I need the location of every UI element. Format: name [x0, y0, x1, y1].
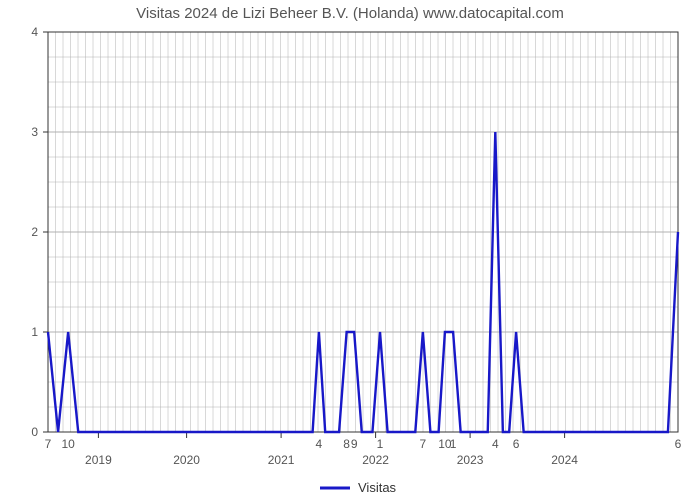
x-tick-label: 2020: [173, 453, 200, 467]
x-tick-label: 2023: [457, 453, 484, 467]
point-label: 9: [351, 437, 358, 451]
x-tick-label: 2022: [362, 453, 389, 467]
point-label: 1: [377, 437, 384, 451]
point-label: 6: [675, 437, 682, 451]
y-tick-label: 0: [31, 425, 38, 439]
x-tick-label: 2021: [268, 453, 295, 467]
point-label: 4: [492, 437, 499, 451]
y-tick-label: 2: [31, 225, 38, 239]
x-tick-label: 2024: [551, 453, 578, 467]
point-label: 8: [343, 437, 350, 451]
y-tick-label: 1: [31, 325, 38, 339]
chart-container: { "chart": { "type": "line", "title": "V…: [0, 0, 700, 500]
chart-bg: [0, 0, 700, 500]
y-tick-label: 3: [31, 125, 38, 139]
y-tick-label: 4: [31, 25, 38, 39]
point-label: 7: [45, 437, 52, 451]
point-label: 4: [316, 437, 323, 451]
point-label: 6: [513, 437, 520, 451]
point-label: 1: [450, 437, 457, 451]
line-chart: 0123420192020202120222023202471048917101…: [0, 0, 700, 500]
point-label: 7: [420, 437, 427, 451]
chart-title: Visitas 2024 de Lizi Beheer B.V. (Holand…: [136, 5, 564, 22]
x-tick-label: 2019: [85, 453, 112, 467]
point-label: 10: [61, 437, 75, 451]
legend-label: Visitas: [358, 480, 397, 495]
